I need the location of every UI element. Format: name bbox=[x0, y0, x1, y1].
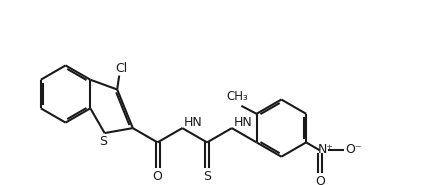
Text: Cl: Cl bbox=[115, 62, 128, 75]
Text: S: S bbox=[203, 170, 211, 183]
Text: O: O bbox=[315, 175, 325, 185]
Text: O⁻: O⁻ bbox=[345, 143, 361, 156]
Text: N⁺: N⁺ bbox=[318, 143, 334, 156]
Text: O: O bbox=[153, 170, 162, 183]
Text: CH₃: CH₃ bbox=[227, 90, 248, 103]
Text: HN: HN bbox=[234, 116, 252, 129]
Text: HN: HN bbox=[184, 116, 203, 129]
Text: S: S bbox=[99, 135, 107, 148]
